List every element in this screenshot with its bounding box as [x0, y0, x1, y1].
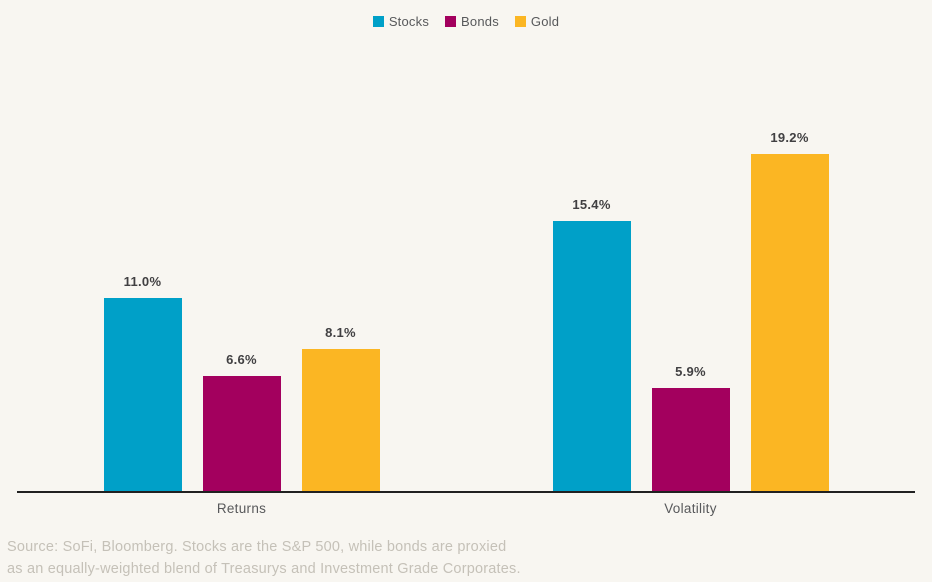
value-label: 15.4% — [572, 197, 611, 212]
legend-item-bonds: Bonds — [445, 14, 499, 29]
legend-item-stocks: Stocks — [372, 14, 430, 29]
value-label: 11.0% — [123, 274, 162, 289]
category-group-volatility: 15.4% 5.9% 19.2% — [466, 52, 915, 492]
bar-group: 15.4% 5.9% 19.2% — [552, 52, 829, 492]
bar-gold-volatility: 19.2% — [750, 130, 829, 492]
bar-stocks-volatility: 15.4% — [552, 197, 631, 492]
legend-swatch-icon — [445, 16, 457, 27]
value-label: 8.1% — [325, 325, 356, 340]
bar-stocks-returns: 11.0% — [103, 274, 182, 492]
legend-swatch-icon — [514, 16, 526, 27]
legend: Stocks Bonds Gold — [0, 14, 932, 29]
legend-label: Gold — [530, 14, 560, 29]
legend-swatch-icon — [372, 16, 384, 27]
legend-label: Stocks — [388, 14, 430, 29]
x-axis-line — [17, 491, 915, 493]
bar-gold-returns: 8.1% — [301, 325, 380, 492]
plot-area: 11.0% 6.6% 8.1% 15.4% 5.9% 19.2% — [17, 52, 915, 492]
source-note: Source: SoFi, Bloomberg. Stocks are the … — [7, 536, 521, 580]
bar-bonds-volatility: 5.9% — [651, 364, 730, 492]
category-label-volatility: Volatility — [664, 501, 717, 516]
bar-group: 11.0% 6.6% 8.1% — [103, 52, 380, 492]
category-group-returns: 11.0% 6.6% 8.1% — [17, 52, 466, 492]
category-label-returns: Returns — [216, 501, 267, 516]
value-label: 6.6% — [226, 352, 257, 367]
bar-bonds-returns: 6.6% — [202, 352, 281, 492]
source-note-line-2: as an equally-weighted blend of Treasury… — [7, 561, 521, 577]
value-label: 5.9% — [675, 364, 706, 379]
value-label: 19.2% — [770, 130, 809, 145]
source-note-line-1: Source: SoFi, Bloomberg. Stocks are the … — [7, 539, 507, 555]
legend-label: Bonds — [461, 14, 499, 29]
legend-item-gold: Gold — [514, 14, 560, 29]
category-axis-labels: Returns Volatility — [17, 501, 915, 516]
